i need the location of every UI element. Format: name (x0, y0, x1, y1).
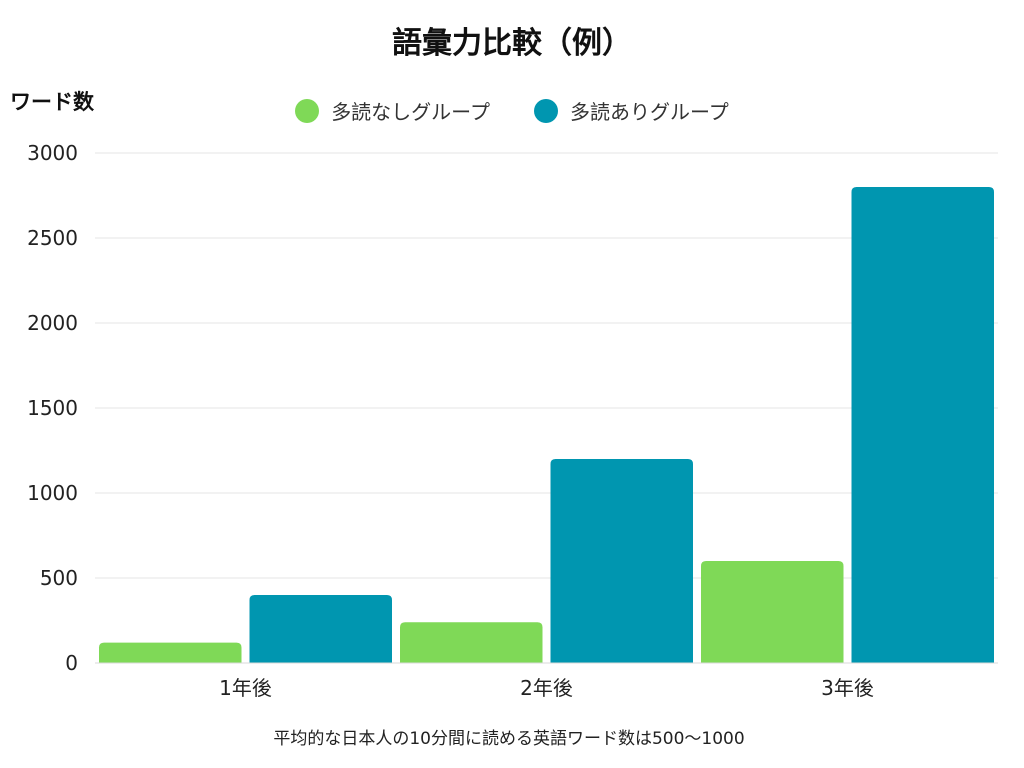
legend-swatch-extensive-reading (534, 98, 558, 123)
x-tick-label: 1年後 (219, 676, 272, 700)
y-tick-label: 2500 (27, 226, 78, 250)
bar-no-extensive-reading-3 (701, 561, 844, 663)
y-axis-title: ワード数 (10, 90, 94, 114)
legend-label-no-extensive-reading: 多読なしグループ (331, 100, 490, 124)
y-tick-label: 0 (65, 651, 78, 675)
legend: 多読なしグループ 多読ありグループ (0, 96, 1024, 125)
legend-swatch-no-extensive-reading (295, 98, 320, 123)
x-tick-label: 3年後 (821, 676, 874, 700)
legend-label-extensive-reading: 多読ありグループ (570, 100, 729, 124)
x-tick-label: 2年後 (520, 676, 573, 700)
legend-item-extensive-reading: 多読ありグループ (534, 96, 729, 125)
legend-item-no-extensive-reading: 多読なしグループ (295, 96, 490, 125)
bar-no-extensive-reading-1 (99, 642, 242, 663)
y-tick-label: 2000 (27, 311, 78, 335)
y-tick-label: 1000 (27, 481, 78, 505)
bar-extensive-reading-3 (851, 187, 994, 663)
chart-title: 語彙力比較（例） (392, 26, 632, 61)
y-tick-label: 3000 (27, 141, 78, 165)
y-tick-label: 1500 (27, 396, 78, 420)
y-tick-label: 500 (40, 566, 78, 590)
bar-no-extensive-reading-2 (400, 622, 543, 663)
bar-extensive-reading-2 (550, 459, 693, 663)
bar-extensive-reading-1 (249, 595, 392, 663)
chart-footnote: 平均的な日本人の10分間に読める英語ワード数は500〜1000 (273, 729, 745, 749)
